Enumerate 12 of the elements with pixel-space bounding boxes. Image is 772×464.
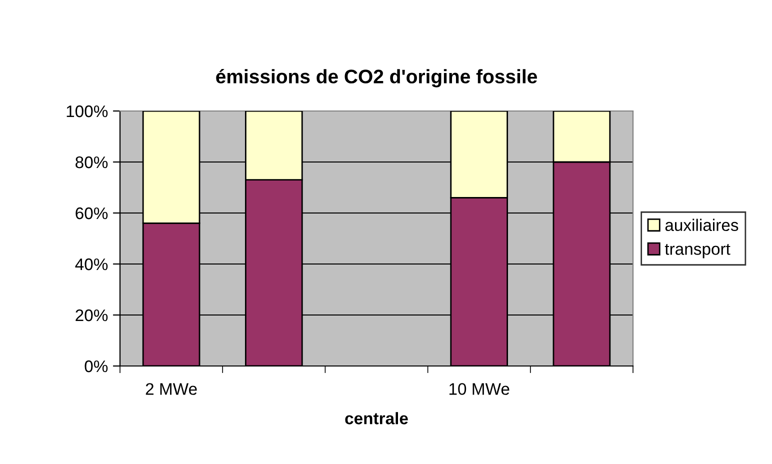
y-tick-label: 60%	[76, 207, 108, 220]
y-tick-label: 40%	[75, 258, 108, 270]
legend-label: transport	[664, 244, 730, 258]
chart-title: émissions de CO2 d'origine fossile	[216, 68, 537, 88]
y-tick-label: 0%	[84, 360, 108, 372]
y-tick-label: 100%	[66, 105, 108, 118]
x-axis-title: centrale	[345, 412, 408, 424]
y-tick-label: 20%	[76, 309, 108, 322]
x-tick-label: 2 MWe	[146, 383, 197, 395]
y-tick-label: 80%	[76, 156, 108, 168]
x-tick-label: 10 MWe	[449, 383, 510, 395]
legend-label: auxiliaires	[665, 218, 738, 232]
